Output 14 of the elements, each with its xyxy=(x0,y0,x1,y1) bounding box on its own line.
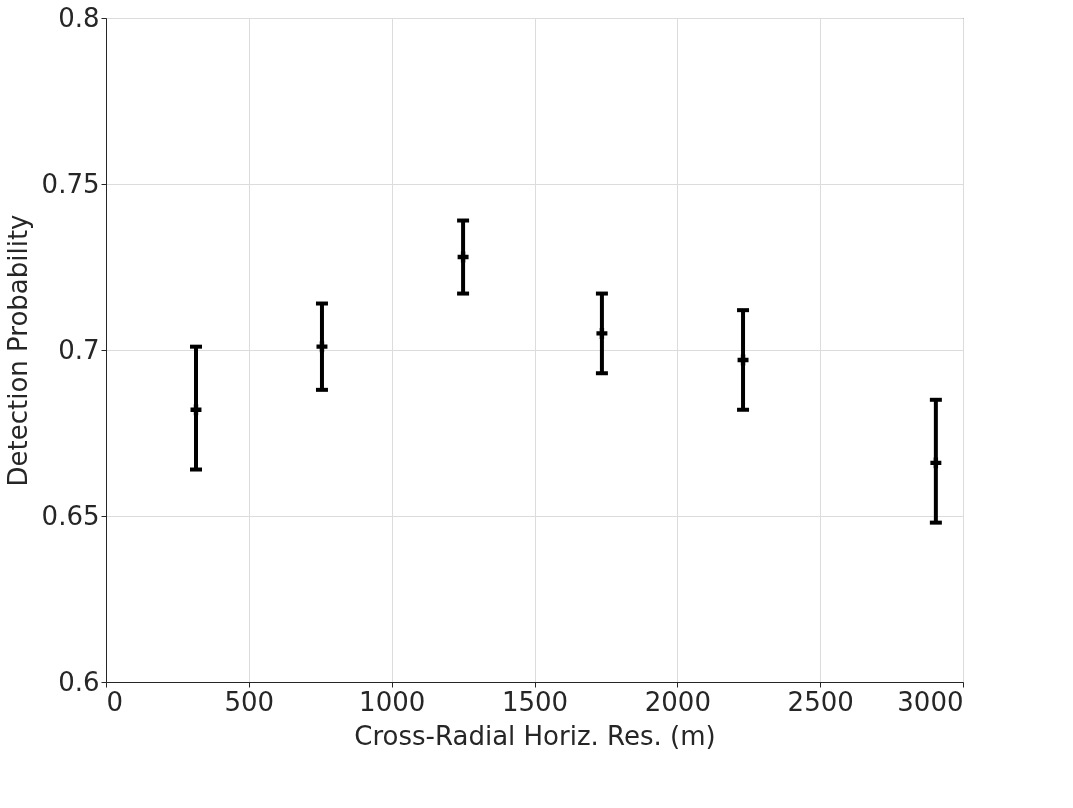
x-axis-title: Cross-Radial Horiz. Res. (m) xyxy=(354,720,716,751)
x-tick-label: 2500 xyxy=(787,686,854,717)
x-tick-label: 1500 xyxy=(501,686,569,717)
y-axis-title: Detection Probability xyxy=(2,214,33,487)
y-tick-label: 0.75 xyxy=(41,168,100,199)
y-tick-label: 0.7 xyxy=(58,334,100,365)
y-tick-label: 0.65 xyxy=(41,500,100,531)
x-tick-label: 1000 xyxy=(359,686,426,717)
y-tick-label: 0.8 xyxy=(58,2,100,33)
x-tick-label: 500 xyxy=(224,686,275,717)
y-tick-label: 0.6 xyxy=(58,666,100,697)
x-tick-label: 3000 xyxy=(897,686,964,717)
x-tick-label: 0 xyxy=(106,686,124,717)
x-tick-label: 2000 xyxy=(644,686,711,717)
